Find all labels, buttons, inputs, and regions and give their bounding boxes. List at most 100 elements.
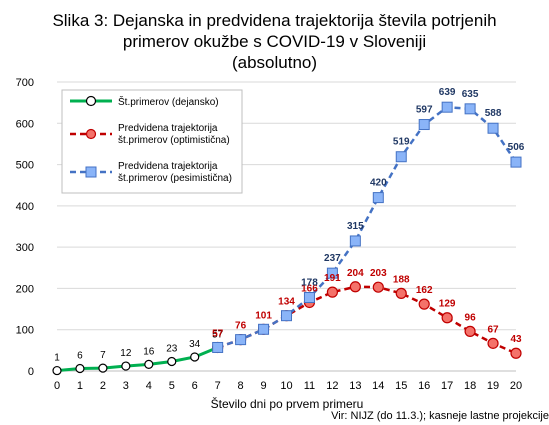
x-tick-label: 8 (238, 380, 244, 392)
data-label: 34 (189, 339, 201, 350)
data-label: 506 (508, 142, 525, 153)
data-point (418, 119, 430, 131)
legend-label: Št.primerov (dejansko) (118, 95, 219, 108)
x-tick-label: 18 (464, 380, 476, 392)
data-label: 96 (465, 312, 477, 323)
data-point (212, 341, 224, 353)
x-tick-label: 2 (100, 380, 106, 392)
x-tick-label: 11 (304, 380, 315, 392)
data-point (349, 281, 361, 293)
data-label: 134 (278, 297, 295, 308)
data-label: 178 (301, 278, 318, 289)
data-label: 188 (393, 274, 410, 285)
x-tick-label: 7 (215, 380, 221, 392)
data-label: 6 (77, 351, 83, 362)
data-label: 191 (324, 273, 341, 284)
y-tick-label: 600 (16, 118, 34, 130)
data-label: 588 (485, 108, 502, 119)
data-label: 204 (347, 268, 364, 279)
legend-label: Predvidena trajektorija (118, 161, 218, 172)
data-label: 67 (487, 324, 499, 335)
data-label: 57 (212, 329, 224, 340)
data-label: 16 (143, 346, 155, 357)
data-point (372, 192, 384, 204)
chart-title-line: (absolutno) (231, 53, 318, 72)
chart-title-line: Slika 3: Dejanska in predvidena trajekto… (52, 11, 497, 30)
legend-label: Predvidena trajektorija (118, 123, 218, 134)
data-label: 76 (235, 321, 247, 332)
data-point (510, 156, 522, 168)
y-tick-label: 300 (16, 242, 34, 254)
x-tick-label: 20 (510, 380, 522, 392)
source-note: Vir: NIJZ (do 11.3.); kasneje lastne pro… (331, 410, 549, 422)
data-point (510, 347, 522, 359)
legend-marker (85, 166, 97, 178)
x-axis-title: Število dni po prvem primeru (211, 396, 364, 411)
x-tick-label: 10 (280, 380, 292, 392)
y-tick-label: 0 (28, 366, 34, 378)
legend-marker (85, 128, 97, 140)
y-tick-label: 500 (16, 160, 34, 172)
x-tick-label: 17 (441, 380, 453, 392)
x-tick-label: 16 (418, 380, 430, 392)
data-point (326, 267, 338, 279)
data-label: 639 (439, 87, 456, 98)
data-point (464, 325, 476, 337)
chart-title-line: primerov okužbe s COVID-19 v Sloveniji (122, 32, 427, 51)
data-point (395, 287, 407, 299)
x-tick-label: 6 (192, 380, 198, 392)
data-point (98, 363, 108, 373)
data-point (418, 298, 430, 310)
legend-marker (85, 95, 97, 107)
data-point (235, 334, 247, 346)
x-tick-label: 9 (260, 380, 266, 392)
data-point (326, 286, 338, 298)
data-point (144, 359, 154, 369)
data-label: 203 (370, 268, 387, 279)
data-label: 597 (416, 105, 433, 116)
x-tick-label: 14 (372, 380, 384, 392)
data-label: 12 (120, 348, 132, 359)
data-point (190, 352, 200, 362)
x-tick-label: 0 (54, 380, 60, 392)
data-point (258, 323, 270, 335)
data-label: 7 (100, 350, 106, 361)
data-point (441, 101, 453, 113)
x-tick-label: 13 (349, 380, 361, 392)
data-point (487, 337, 499, 349)
data-label: 635 (462, 89, 479, 100)
x-tick-label: 12 (326, 380, 338, 392)
x-tick-label: 4 (146, 380, 152, 392)
data-label: 519 (393, 137, 410, 148)
data-label: 1 (54, 353, 60, 364)
data-point (281, 310, 292, 322)
legend-label: št.primerov (optimistična) (118, 135, 230, 146)
x-tick-label: 3 (123, 380, 129, 392)
chart-title: Slika 3: Dejanska in predvidena trajekto… (0, 10, 549, 73)
data-label: 237 (324, 253, 341, 264)
data-point (75, 363, 85, 374)
data-point (349, 235, 361, 247)
x-tick-label: 1 (77, 380, 83, 392)
data-point (167, 356, 177, 367)
data-point (121, 361, 131, 371)
data-point (464, 103, 476, 115)
legend-label: št.primerov (pesimistična) (118, 173, 232, 184)
data-point (372, 281, 384, 293)
data-point (303, 292, 315, 304)
data-label: 420 (370, 178, 387, 189)
data-point (487, 122, 499, 134)
data-label: 57 (212, 328, 224, 339)
x-tick-label: 15 (395, 380, 407, 392)
y-tick-label: 100 (16, 325, 34, 337)
data-label: 101 (255, 310, 272, 321)
data-label: 129 (439, 299, 456, 310)
data-label: 315 (347, 221, 364, 232)
y-tick-label: 200 (16, 283, 34, 295)
data-point (52, 365, 62, 376)
data-label: 23 (166, 344, 178, 355)
data-label: 43 (510, 334, 522, 345)
x-tick-label: 19 (487, 380, 499, 392)
data-label: 162 (416, 285, 433, 296)
